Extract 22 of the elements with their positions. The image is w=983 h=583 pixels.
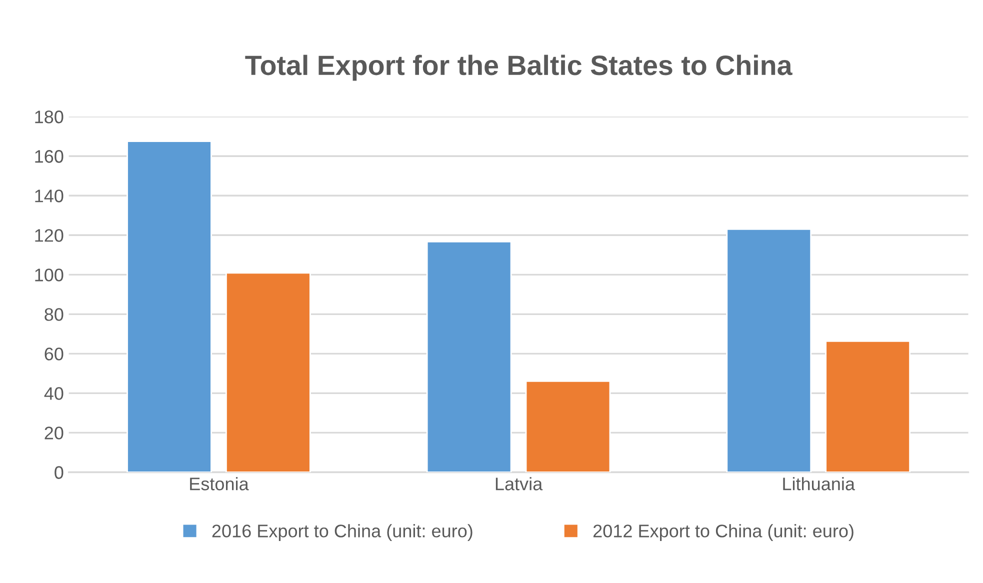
bar <box>426 240 512 472</box>
legend-label: 2012 Export to China (unit: euro) <box>593 524 854 541</box>
y-tick-label: 120 <box>35 229 64 242</box>
bar <box>226 272 311 472</box>
y-tick-label: 40 <box>44 387 64 400</box>
x-tick-label: Latvia <box>496 477 543 490</box>
y-tick-label: 180 <box>35 110 64 124</box>
bar <box>525 380 611 472</box>
y-tick-label: 20 <box>44 426 64 440</box>
y-tick-label: 160 <box>35 150 64 163</box>
y-tick-label: 60 <box>44 348 64 360</box>
y-tick-label: 80 <box>44 308 64 321</box>
chart-title: Total Export for the Baltic States to China <box>245 54 792 81</box>
y-tick-label: 0 <box>54 466 64 479</box>
x-tick-label: Estonia <box>190 477 249 490</box>
y-tick-label: 100 <box>35 268 64 282</box>
bar <box>726 228 812 472</box>
bar <box>825 340 910 472</box>
x-tick-label: Lithuania <box>783 477 855 490</box>
bar <box>126 140 212 472</box>
y-tick-label: 140 <box>35 190 64 202</box>
legend-label: 2016 Export to China (unit: euro) <box>212 524 472 541</box>
